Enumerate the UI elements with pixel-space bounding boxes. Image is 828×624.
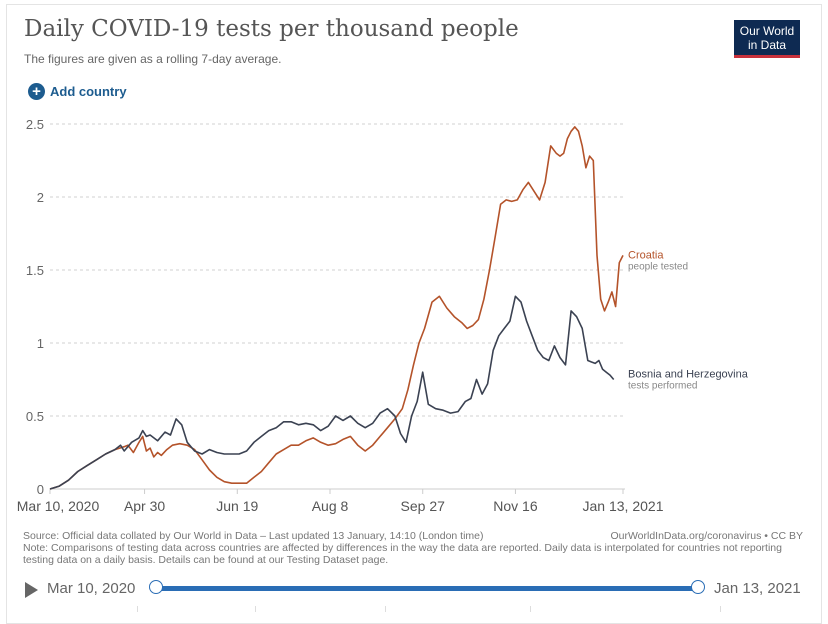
x-tick-label: Nov 16 [493, 498, 538, 514]
chart-footer: Source: Official data collated by Our Wo… [23, 530, 803, 566]
legend-label-bosnia[interactable]: Bosnia and Herzegovina [628, 369, 749, 381]
timeline: Mar 10, 2020 Jan 13, 2021 [0, 578, 828, 608]
x-tick-label: Aug 8 [312, 498, 349, 514]
x-tick-label: Jan 13, 2021 [583, 498, 664, 514]
y-tick-label: 1 [37, 336, 44, 351]
tab-divider [137, 606, 138, 612]
x-axis: Mar 10, 2020 Apr 30 Jun 19 Aug 8 Sep 27 Nov 1… [17, 488, 664, 514]
grid-lines [50, 123, 625, 417]
add-country-label: Add country [50, 84, 127, 99]
tab-divider [385, 606, 386, 612]
plus-circle-icon: + [28, 83, 45, 100]
x-tick-label: Mar 10, 2020 [17, 498, 100, 514]
timeline-end-handle[interactable] [691, 580, 705, 594]
series-line-croatia[interactable] [49, 126, 624, 490]
chart-subtitle: The figures are given as a rolling 7-day… [24, 52, 282, 66]
timeline-start-handle[interactable] [149, 580, 163, 594]
legend-sublabel-bosnia: tests performed [628, 381, 697, 392]
y-axis-ticks: 0 0.5 1 1.5 2 2.5 [26, 117, 44, 497]
timeline-track[interactable] [155, 586, 698, 591]
add-country-button[interactable]: + Add country [28, 83, 127, 100]
chart-title: Daily COVID-19 tests per thousand people [24, 16, 519, 42]
line-chart: 0 0.5 1 1.5 2 2.5 Mar 10, 2020 Apr 30 Jun 19 Aug… [17, 117, 749, 514]
play-icon[interactable] [25, 582, 38, 598]
x-tick-label: Sep 27 [401, 498, 446, 514]
tab-divider [530, 606, 531, 612]
series-line-bosnia[interactable] [49, 295, 615, 490]
legend-sublabel-croatia: people tested [628, 261, 688, 272]
timeline-end-label: Jan 13, 2021 [714, 580, 801, 597]
y-tick-label: 0 [37, 482, 44, 497]
x-tick-label: Jun 19 [216, 498, 258, 514]
owid-logo[interactable]: Our World in Data [734, 20, 800, 58]
y-tick-label: 0.5 [26, 409, 44, 424]
logo-line-1: Our World [739, 24, 795, 38]
chart-card [6, 4, 822, 624]
credit-link[interactable]: OurWorldInData.org/coronavirus • CC BY [610, 530, 803, 542]
tab-divider [255, 606, 256, 612]
logo-line-2: in Data [747, 38, 787, 52]
series-lines [49, 126, 624, 490]
tab-divider [720, 606, 721, 612]
y-tick-label: 2 [37, 190, 44, 205]
legend-label-croatia[interactable]: Croatia [628, 249, 664, 261]
y-tick-label: 1.5 [26, 263, 44, 278]
note-text: Note: Comparisons of testing data across… [23, 542, 782, 566]
timeline-start-label: Mar 10, 2020 [47, 580, 136, 597]
x-tick-label: Apr 30 [124, 498, 165, 514]
y-tick-label: 2.5 [26, 117, 44, 132]
source-text: Source: Official data collated by Our Wo… [23, 530, 484, 542]
